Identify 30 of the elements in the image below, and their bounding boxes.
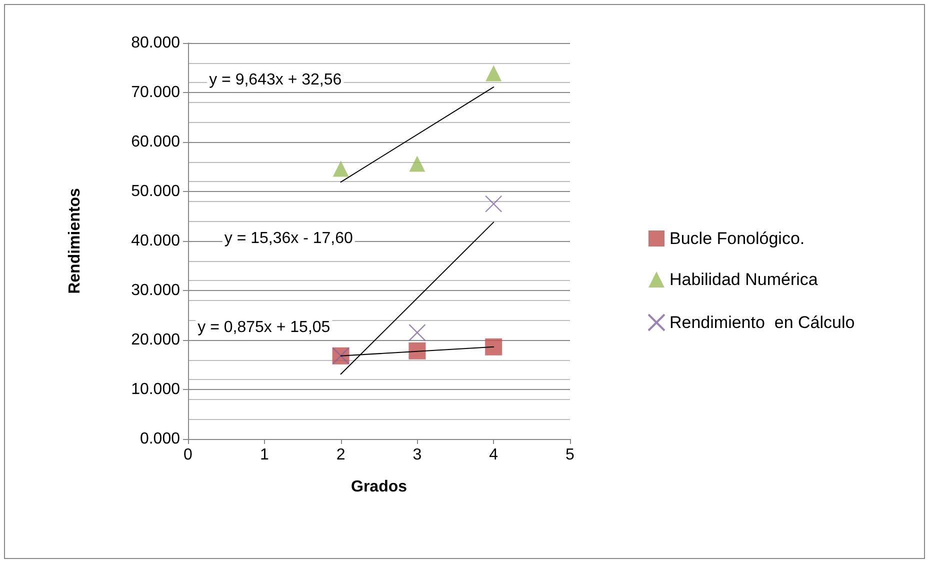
y-tick-label: 80.000 xyxy=(131,34,180,52)
y-tick-label: 30.000 xyxy=(131,282,180,299)
legend-label: Rendimiento en Cálculo xyxy=(670,313,855,332)
y-tick-label: 40.000 xyxy=(131,232,180,250)
x-tick-label: 1 xyxy=(260,446,269,464)
legend-label: Bucle Fonológico. xyxy=(670,229,805,248)
y-tick-label: 60.000 xyxy=(131,134,180,150)
x-tick-label: 2 xyxy=(336,446,346,464)
y-tick-label: 10.000 xyxy=(131,381,180,398)
annotation: y = 15,36x - 17,60 xyxy=(224,230,354,248)
x-tick-label: 4 xyxy=(489,446,498,464)
point xyxy=(409,156,426,172)
point xyxy=(408,342,426,360)
x-tick-label: 5 xyxy=(566,446,575,464)
point xyxy=(408,324,426,342)
y-tick-label: 70.000 xyxy=(131,84,180,101)
point xyxy=(332,160,349,177)
y-tick-label: 50.000 xyxy=(131,183,180,200)
annotation: y = 9,643x + 32,56 xyxy=(209,72,342,89)
x-axis-title: Grados xyxy=(350,478,408,496)
point xyxy=(485,338,502,356)
annotation: y = 0,875x + 15,05 xyxy=(198,319,330,336)
y-axis-title: Rendimientos xyxy=(66,188,84,294)
point xyxy=(486,65,502,82)
x-tick-label: 0 xyxy=(184,446,193,464)
x-tick-label: 3 xyxy=(412,446,422,464)
legend-label: Habilidad Numérica xyxy=(670,270,818,289)
point xyxy=(485,195,502,212)
y-tick-label: 0.000 xyxy=(140,430,180,448)
y-tick-label: 20.000 xyxy=(131,332,180,348)
